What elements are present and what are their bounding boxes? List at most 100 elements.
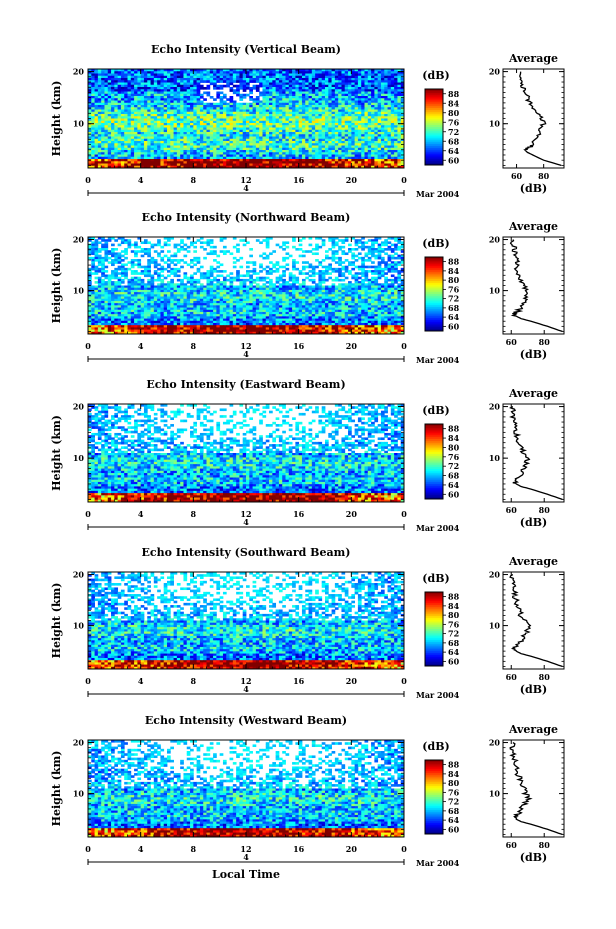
- heatmap-cell: [222, 102, 227, 106]
- heatmap-cell: [357, 150, 362, 153]
- heatmap-cell: [328, 80, 332, 83]
- heatmap-cell: [160, 267, 165, 271]
- heatmap-cell: [203, 127, 207, 131]
- heatmap-cell: [374, 114, 379, 117]
- heatmap-cell: [114, 129, 119, 133]
- heatmap-cell: [305, 87, 309, 90]
- heatmap-cell: [163, 84, 168, 88]
- heatmap-cell: [390, 93, 395, 97]
- heatmap-cell: [111, 89, 115, 92]
- heatmap-cell: [364, 134, 369, 137]
- heatmap-cell: [127, 75, 132, 79]
- heatmap-cell: [117, 116, 122, 119]
- heatmap-cell: [308, 265, 313, 269]
- heatmap-cell: [384, 125, 388, 128]
- heatmap-cell: [196, 71, 201, 74]
- heatmap-cell: [374, 91, 379, 95]
- heatmap-cell: [101, 105, 105, 108]
- heatmap-cell: [186, 141, 191, 144]
- heatmap-cell: [137, 145, 142, 149]
- heatmap-cell: [272, 116, 277, 119]
- heatmap-cell: [163, 82, 168, 86]
- heatmap-cell: [318, 69, 323, 72]
- heatmap-cell: [394, 114, 398, 117]
- heatmap-cell: [334, 114, 339, 117]
- heatmap-cell: [209, 107, 214, 110]
- heatmap-cell: [124, 111, 128, 115]
- heatmap-cell: [269, 145, 273, 149]
- heatmap-cell: [91, 159, 95, 162]
- heatmap-cell: [397, 127, 402, 131]
- heatmap-cell: [216, 87, 221, 90]
- heatmap-cell: [249, 89, 253, 92]
- heatmap-cell: [222, 156, 227, 160]
- heatmap-cell: [196, 114, 201, 117]
- heatmap-cell: [134, 259, 138, 262]
- heatmap-cell: [361, 87, 365, 90]
- heatmap-cell: [311, 143, 316, 146]
- heatmap-cell: [219, 78, 224, 81]
- heatmap-cell: [91, 134, 95, 137]
- heatmap-cell: [311, 152, 316, 155]
- heatmap-cell: [193, 87, 198, 90]
- heatmap-cell: [167, 154, 171, 158]
- heatmap-cell: [124, 100, 128, 104]
- heatmap-cell: [325, 123, 329, 126]
- heatmap-cell: [292, 245, 296, 249]
- heatmap-cell: [104, 116, 109, 119]
- heatmap-cell: [321, 75, 326, 79]
- heatmap-cell: [311, 75, 316, 79]
- heatmap-cell: [298, 123, 303, 126]
- colorbar-tick-label: 60: [448, 155, 460, 165]
- heatmap-cell: [348, 263, 352, 267]
- heatmap-cell: [143, 136, 148, 140]
- heatmap-cell: [222, 114, 227, 117]
- heatmap-cell: [209, 111, 214, 115]
- heatmap-cell: [354, 80, 359, 83]
- heatmap-cell: [308, 96, 313, 99]
- heatmap-cell: [173, 75, 178, 79]
- heatmap-cell: [206, 127, 211, 131]
- heatmap-cell: [130, 136, 135, 140]
- heatmap-cell: [334, 82, 339, 86]
- heatmap-cell: [203, 75, 207, 79]
- heatmap-cell: [308, 156, 313, 160]
- heatmap-cell: [357, 75, 362, 79]
- heatmap-cell: [338, 143, 342, 146]
- heatmap-cell: [88, 123, 92, 126]
- heatmap-cell: [193, 123, 198, 126]
- heatmap-cell: [206, 252, 211, 256]
- heatmap-cell: [315, 152, 319, 155]
- heatmap-cell: [331, 93, 336, 97]
- heatmap-cell: [170, 152, 174, 155]
- heatmap-cell: [252, 87, 257, 90]
- heatmap-cell: [147, 71, 151, 74]
- heatmap-cell: [275, 134, 280, 137]
- heatmap-cell: [397, 82, 402, 86]
- heatmap-cell: [282, 259, 286, 262]
- heatmap-cell: [137, 147, 142, 151]
- heatmap-cell: [298, 93, 303, 97]
- heatmap-cell: [147, 138, 151, 142]
- heatmap-cell: [216, 96, 221, 99]
- heatmap-cell: [239, 150, 244, 153]
- heatmap-cell: [272, 125, 277, 128]
- heatmap-cell: [134, 116, 138, 119]
- heatmap-cell: [282, 156, 286, 160]
- heatmap-cell: [341, 91, 346, 95]
- heatmap-cell: [380, 80, 385, 83]
- heatmap-cell: [315, 107, 319, 110]
- heatmap-cell: [124, 132, 128, 135]
- heatmap-cell: [88, 105, 92, 108]
- heatmap-cell: [176, 138, 181, 142]
- heatmap-cell: [190, 145, 194, 149]
- heatmap-cell: [101, 134, 105, 137]
- heatmap-cell: [124, 118, 128, 122]
- heatmap-cell: [111, 75, 115, 79]
- heatmap-cell: [190, 154, 194, 158]
- heatmap-cell: [321, 259, 326, 262]
- heatmap-cell: [285, 245, 290, 249]
- heatmap-cell: [199, 241, 204, 245]
- heatmap-cell: [97, 107, 102, 110]
- heatmap-cell: [354, 132, 359, 135]
